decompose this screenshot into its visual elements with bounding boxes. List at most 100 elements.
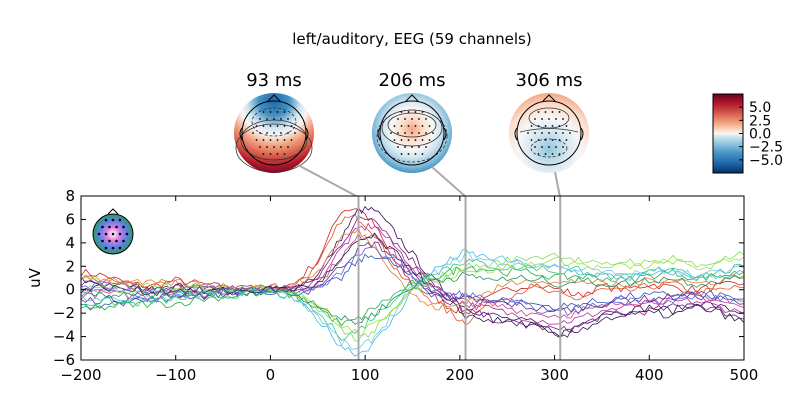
- sensor-dot: [534, 132, 536, 134]
- sensor-dot: [280, 132, 282, 134]
- sensor-dot: [562, 146, 564, 148]
- sensor-dot: [562, 118, 564, 120]
- sensor-dot: [544, 153, 547, 155]
- sensor-dot: [404, 146, 406, 148]
- legend-sensor-dot: [122, 225, 125, 229]
- sensor-dot: [400, 153, 403, 155]
- y-tick-label: 2: [65, 257, 75, 275]
- sensor-dot: [400, 125, 403, 127]
- sensor-dot: [541, 118, 543, 120]
- legend-sensor-dot: [122, 239, 125, 243]
- sensor-dot: [537, 125, 540, 127]
- x-tick-label: 100: [351, 366, 380, 384]
- channel-trace: [81, 232, 744, 338]
- sensor-dot: [397, 118, 399, 120]
- legend-sensor-dot: [97, 232, 101, 236]
- sensor-dot: [537, 111, 540, 113]
- sensor-dot: [411, 118, 413, 120]
- legend-sensor-dot: [118, 246, 122, 250]
- sensor-dot: [569, 132, 571, 134]
- sensor-dot: [548, 118, 550, 120]
- sensor-dot: [276, 153, 279, 155]
- sensor-dot: [393, 125, 396, 127]
- sensor-dot: [390, 132, 392, 134]
- sensor-dot: [404, 132, 406, 134]
- connector-93: [297, 164, 359, 198]
- sensor-dot: [283, 139, 286, 141]
- sensor-dot: [548, 146, 550, 148]
- sensor-dot: [414, 125, 417, 127]
- sensor-dot: [280, 146, 282, 148]
- channel-trace: [81, 248, 744, 357]
- topomap-206ms: 206 ms: [372, 70, 452, 173]
- sensor-dot: [262, 139, 265, 141]
- topomap-title-206: 206 ms: [379, 70, 446, 91]
- x-tick-label: 500: [730, 366, 759, 384]
- sensor-dot: [541, 132, 543, 134]
- sensor-dot: [287, 146, 289, 148]
- y-tick-label: 0: [65, 281, 75, 299]
- sensor-dot: [276, 125, 279, 127]
- sensor-dot: [255, 125, 258, 127]
- channel-trace: [81, 246, 744, 317]
- topomap-93ms: 93 ms: [234, 70, 314, 173]
- sensor-legend: [92, 208, 134, 255]
- sensor-dot: [276, 139, 279, 141]
- sensor-dot: [407, 125, 410, 127]
- legend-sensor-dot: [108, 225, 111, 229]
- sensor-dot: [262, 111, 265, 113]
- legend-sensor-dot: [118, 218, 122, 222]
- x-tick-label: 400: [635, 366, 664, 384]
- sensor-dot: [266, 146, 268, 148]
- topomap-sensor-dots: [252, 111, 571, 155]
- legend-sensor-dot: [125, 232, 129, 236]
- sensor-dot: [428, 139, 431, 141]
- legend-sensor-dot: [101, 225, 104, 229]
- sensor-dot: [527, 132, 529, 134]
- sensor-dot: [273, 146, 275, 148]
- sensor-dot: [259, 146, 261, 148]
- sensor-dot: [407, 153, 410, 155]
- sensor-dot: [407, 139, 410, 141]
- y-tick-label: 4: [65, 234, 75, 252]
- sensor-dot: [273, 132, 275, 134]
- sensor-dot: [407, 111, 410, 113]
- sensor-dot: [397, 146, 399, 148]
- sensor-dot: [290, 139, 293, 141]
- sensor-dot: [283, 111, 286, 113]
- colorbar-tick-label: 5.0: [749, 100, 771, 116]
- legend-sensor-dot: [104, 218, 108, 222]
- sensor-dot: [544, 111, 547, 113]
- sensor-dot: [551, 139, 554, 141]
- y-axis-label: uV: [26, 267, 44, 288]
- sensor-dot: [558, 139, 561, 141]
- sensor-dot: [287, 118, 289, 120]
- sensor-dot: [414, 153, 417, 155]
- sensor-dot: [562, 132, 564, 134]
- sensor-dot: [262, 153, 265, 155]
- sensor-dot: [565, 125, 568, 127]
- channel-trace: [81, 258, 744, 341]
- topomap-title-306: 306 ms: [516, 70, 583, 91]
- legend-sensor-dot: [104, 246, 108, 250]
- sensor-dot: [534, 146, 536, 148]
- sensor-dot: [252, 132, 254, 134]
- sensor-dot: [269, 125, 272, 127]
- x-tick-label: −200: [60, 366, 101, 384]
- topomap-connectors: [297, 164, 561, 198]
- sensor-dot: [259, 132, 261, 134]
- sensor-dot: [283, 153, 286, 155]
- y-tick-label: 6: [65, 210, 75, 228]
- sensor-dot: [421, 153, 424, 155]
- topomap-title-93: 93 ms: [246, 70, 302, 91]
- sensor-dot: [425, 118, 427, 120]
- sensor-dot: [534, 118, 536, 120]
- sensor-dot: [276, 111, 279, 113]
- sensor-dot: [266, 132, 268, 134]
- sensor-dot: [269, 153, 272, 155]
- sensor-dot: [397, 132, 399, 134]
- sensor-dot: [555, 146, 557, 148]
- y-tick-label: −4: [53, 328, 75, 346]
- sensor-dot: [259, 118, 261, 120]
